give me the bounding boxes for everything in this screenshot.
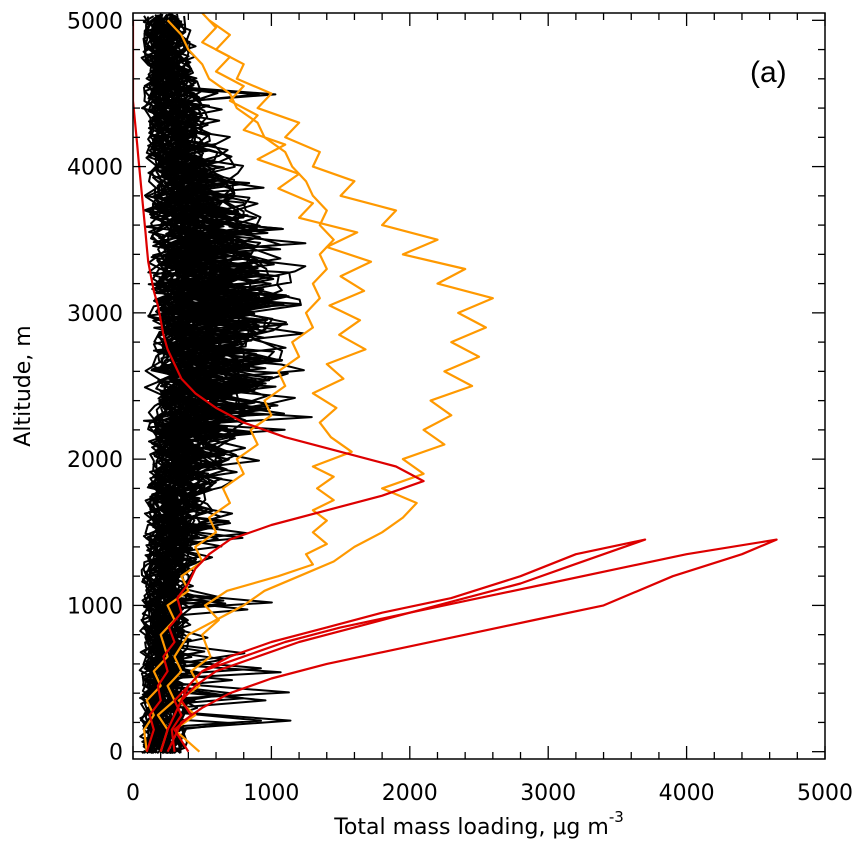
- y-tick-label: 0: [109, 741, 123, 766]
- black-profile-line: [143, 21, 277, 754]
- plot-frame: [132, 12, 826, 760]
- y-tick-label: 2000: [67, 448, 123, 473]
- black-profile-line: [168, 21, 267, 754]
- black-profile-line: [146, 20, 248, 754]
- x-tick-label: 2000: [382, 781, 438, 806]
- x-axis-title: Total mass loading, μg m-3: [333, 808, 624, 840]
- y-tick-label: 1000: [67, 594, 123, 619]
- series-line-4: [166, 538, 778, 753]
- colored-profiles: [133, 13, 778, 753]
- y-tick-labels: 0 1000 2000 3000 4000 5000: [67, 9, 123, 765]
- x-axis-title-text: Total mass loading, μg m: [333, 815, 609, 840]
- series-line-1: [173, 13, 373, 753]
- x-axis-title-exponent: -3: [609, 808, 624, 826]
- y-tick-label: 4000: [67, 156, 123, 181]
- x-tick-label: 3000: [520, 781, 576, 806]
- series-line-5: [159, 538, 647, 753]
- x-tick-labels: 0 1000 2000 3000 4000 5000: [126, 781, 853, 806]
- series-line-3: [143, 19, 335, 752]
- series-line-6: [133, 20, 425, 753]
- black-profiles: [138, 13, 313, 755]
- black-profile-line: [161, 16, 249, 754]
- x-tick-label: 5000: [797, 781, 853, 806]
- x-tick-label: 1000: [243, 781, 299, 806]
- y-tick-label: 3000: [67, 302, 123, 327]
- x-tick-label: 0: [126, 781, 140, 806]
- x-tick-label: 4000: [659, 781, 715, 806]
- y-axis-title: Altitude, m: [11, 325, 36, 446]
- panel-label: (a): [750, 56, 787, 89]
- axis-ticks: [132, 13, 826, 759]
- y-tick-label: 5000: [67, 9, 123, 34]
- series-line-2: [156, 19, 494, 753]
